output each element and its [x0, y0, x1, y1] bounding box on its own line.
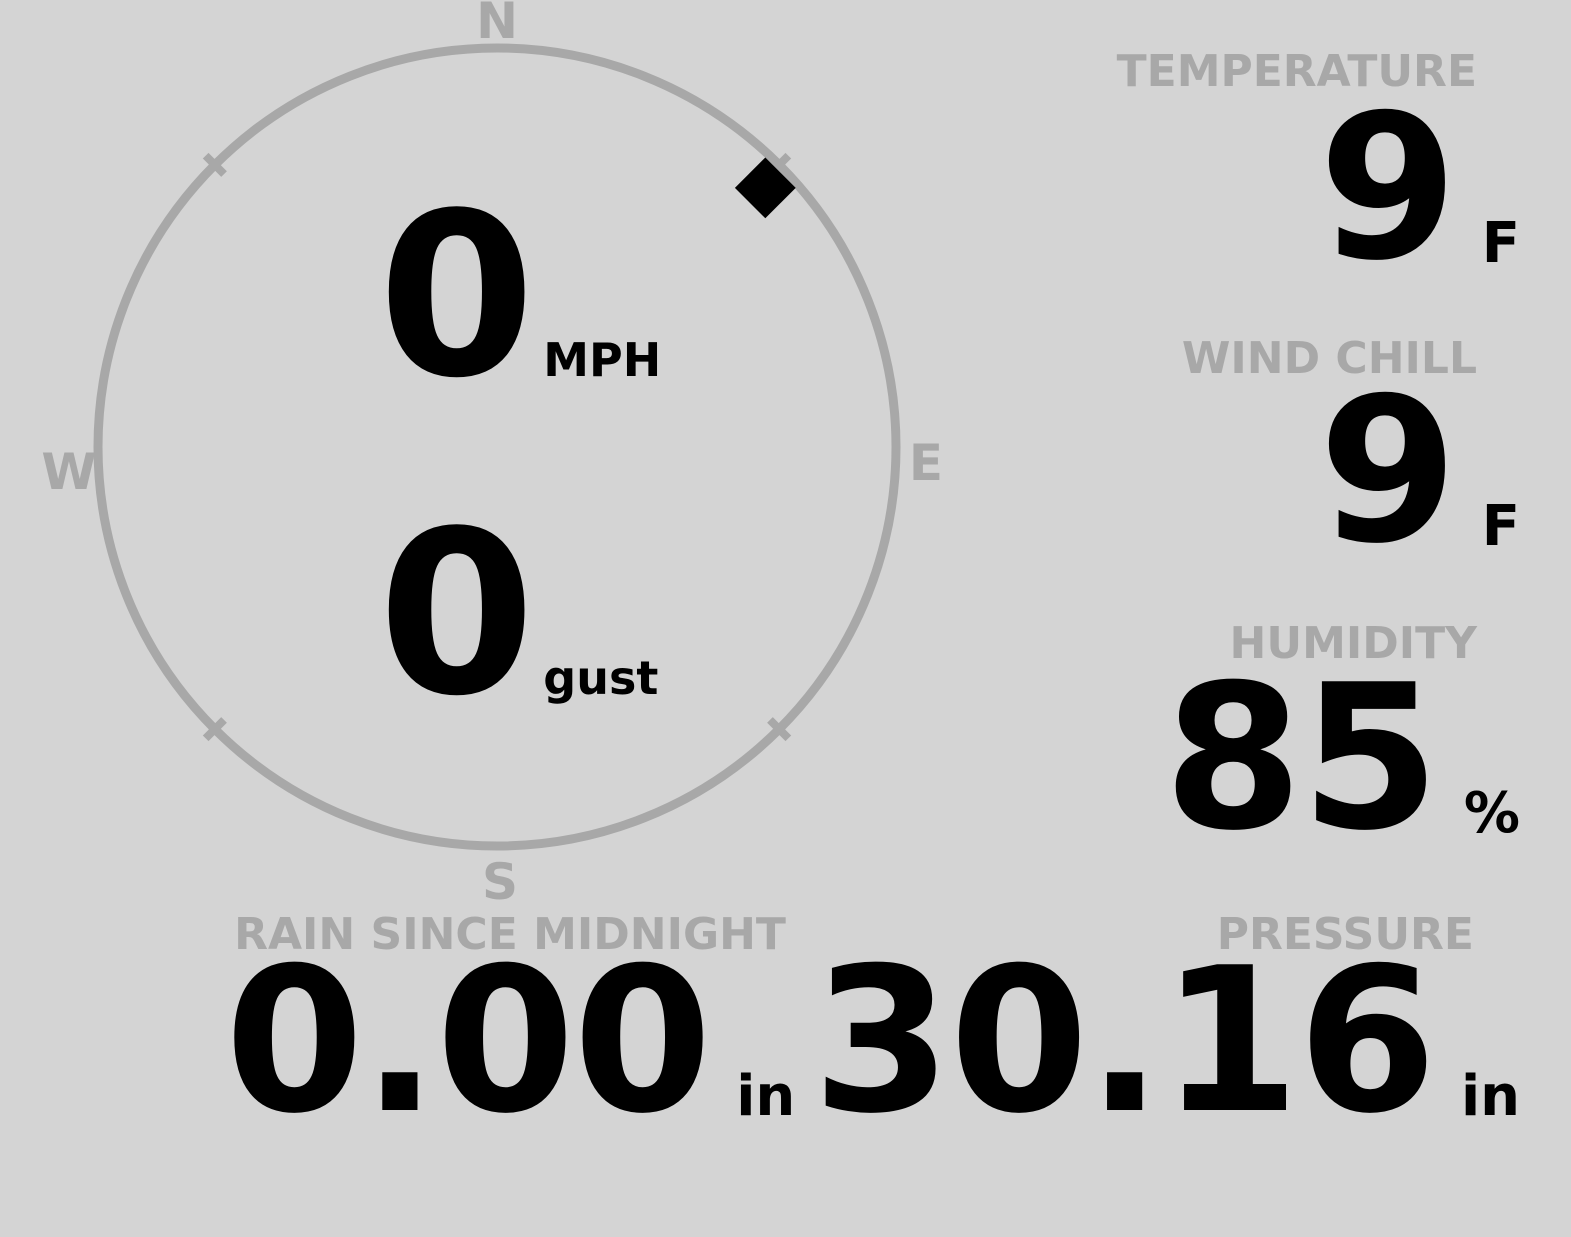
compass-label-west: W [41, 443, 97, 501]
humidity-unit: % [1463, 781, 1520, 846]
temperature-value: 9 [1318, 72, 1458, 305]
wind-chill-label: WIND CHILL [1181, 333, 1477, 384]
pressure-unit: in [1460, 1064, 1520, 1129]
wind-gust: 0 gust [378, 502, 658, 728]
rain-label: RAIN SINCE MIDNIGHT [234, 909, 786, 960]
wind-gust-unit: gust [543, 651, 659, 705]
compass-ticks [202, 152, 792, 742]
wind-chill-value: 9 [1318, 355, 1458, 588]
wind-chill-unit: F [1481, 494, 1520, 559]
temperature-reading: 9 F [1020, 89, 1540, 289]
pressure-reading: 30.16 in [812, 942, 1540, 1142]
compass-label-north: N [476, 0, 518, 50]
compass-ring-circle [93, 43, 901, 851]
wind-speed: 0 MPH [378, 184, 661, 410]
pressure-label: PRESSURE [1216, 909, 1474, 960]
humidity-reading: 85 % [1020, 659, 1540, 859]
wind-speed-unit: MPH [543, 333, 662, 387]
temperature-unit: F [1481, 211, 1520, 276]
compass-label-east: E [908, 434, 944, 492]
compass-label-south: S [481, 853, 519, 911]
rain-unit: in [736, 1064, 796, 1129]
rain-reading: 0.00 in [130, 942, 890, 1142]
wind-speed-value: 0 [378, 165, 535, 428]
wind-gust-value: 0 [378, 483, 535, 746]
pressure-value: 30.16 [812, 925, 1437, 1158]
humidity-label: HUMIDITY [1229, 618, 1477, 669]
temperature-label: TEMPERATURE [1116, 46, 1477, 97]
rain-value: 0.00 [224, 925, 712, 1158]
wind-chill-reading: 9 F [1020, 372, 1540, 572]
humidity-value: 85 [1163, 642, 1440, 875]
